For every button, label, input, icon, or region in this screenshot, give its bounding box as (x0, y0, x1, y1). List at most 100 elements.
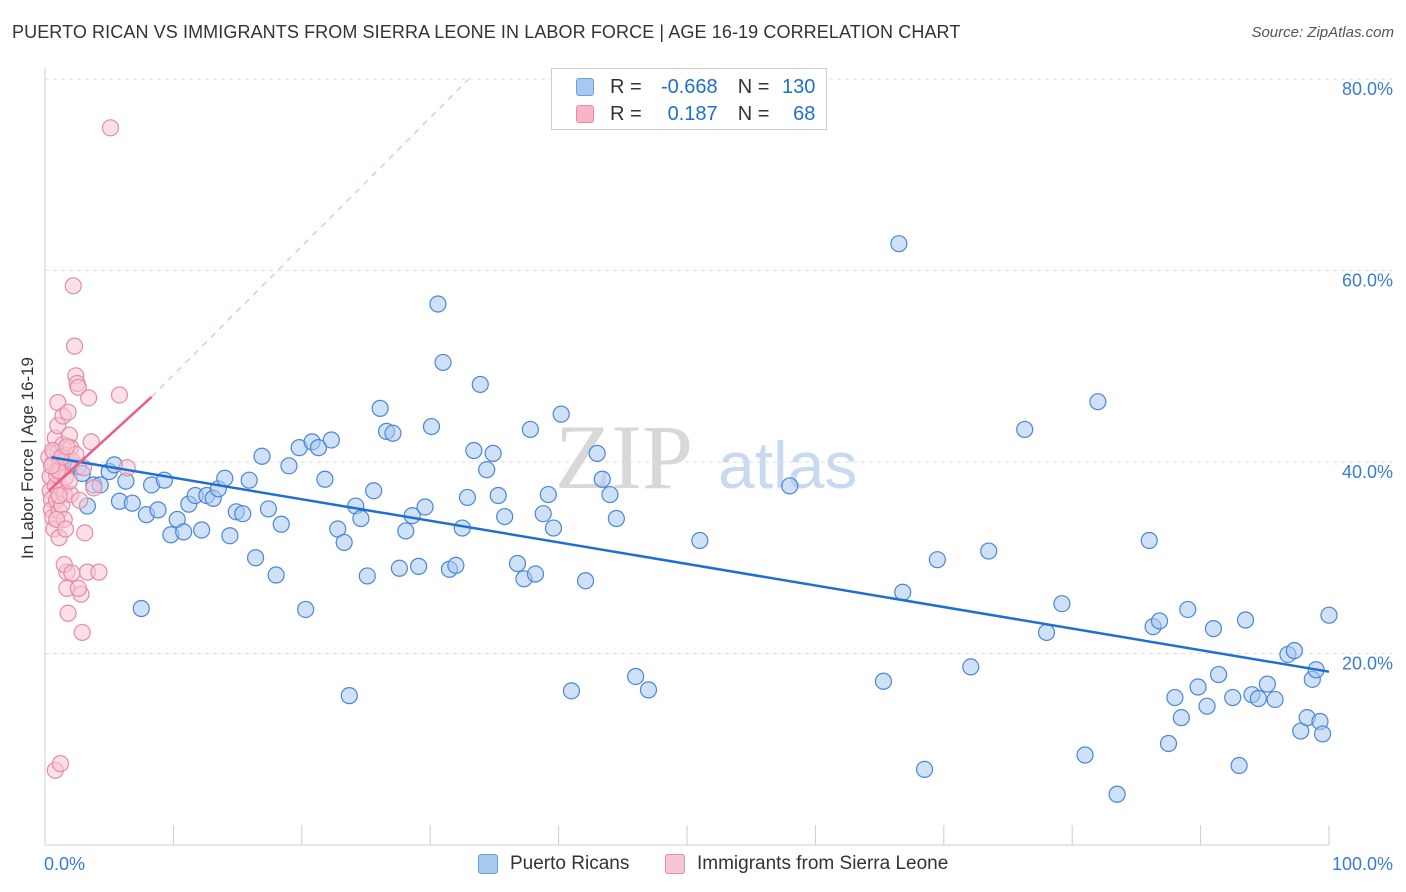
sierra-leone-point (69, 378, 87, 396)
puerto-rican-trend-line (51, 455, 1330, 673)
legend-r-label: R = (610, 75, 642, 98)
puerto-rican-point (544, 519, 563, 537)
puerto-rican-point (1053, 595, 1071, 613)
puerto-rican-point (272, 515, 290, 533)
puerto-rican-point (1172, 709, 1190, 727)
gridlines (45, 78, 1392, 654)
puerto-rican-point (1313, 725, 1332, 743)
trend-lines (48, 78, 1330, 673)
puerto-rican-point (149, 501, 167, 519)
sierra-leone-point (59, 604, 77, 622)
puerto-rican-point (1179, 600, 1197, 619)
sierra-leone-point (82, 433, 100, 451)
puerto-rican-point (607, 509, 625, 528)
puerto-rican-point (915, 760, 934, 778)
puerto-rican-point (397, 522, 415, 540)
sierra-leone-trend-line (48, 395, 153, 492)
watermark: ZIP atlas (555, 406, 857, 508)
legend-r-value: 0.187 (667, 102, 718, 125)
puerto-rican-point (1285, 642, 1303, 660)
puerto-rican-point (447, 556, 465, 575)
tick-labels: 20.0% 40.0% 60.0% 80.0% 0.0% 100.0% (44, 79, 1393, 874)
puerto-rican-point (508, 554, 527, 573)
puerto-rican-point (1198, 697, 1216, 715)
legend-row-puerto-ricans: R = -0.668 N = 130 (576, 74, 815, 100)
puerto-rican-point (358, 567, 376, 585)
legend-swatch-puerto-ricans (576, 78, 594, 96)
legend-r-label: R = (610, 102, 642, 125)
puerto-rican-point (1224, 688, 1242, 707)
puerto-rican-point (1249, 689, 1267, 708)
puerto-rican-point (280, 457, 298, 475)
puerto-rican-point (316, 470, 334, 488)
sierra-leone-point (85, 479, 103, 497)
puerto-rican-point (1089, 393, 1107, 411)
puerto-rican-point (691, 531, 709, 550)
puerto-rican-point (484, 444, 502, 462)
puerto-rican-point (309, 439, 328, 457)
sierra-leone-point (69, 579, 87, 597)
sierra-leone-point (101, 119, 120, 137)
puerto-rican-point (874, 672, 893, 690)
puerto-rican-point (465, 441, 483, 460)
sierra-leone-point (59, 403, 77, 421)
puerto-rican-point (1150, 612, 1169, 630)
legend-n-label: N = (737, 102, 770, 125)
puerto-rican-point (539, 485, 557, 504)
sierra-leone-point (56, 520, 75, 538)
puerto-rican-point (489, 486, 507, 505)
sierra-leone-point (110, 386, 129, 404)
sierra-leone-point (58, 438, 76, 456)
puerto-rican-point (1108, 785, 1126, 803)
puerto-rican-point (534, 505, 552, 523)
sierra-leone-trend-extrapolation (151, 78, 470, 398)
legend-n-value: 68 (793, 102, 816, 125)
puerto-rican-point (416, 498, 434, 516)
puerto-rican-point (1204, 620, 1223, 638)
sierra-leone-point (65, 337, 84, 355)
puerto-rican-point (297, 600, 315, 619)
puerto-rican-point (365, 482, 383, 500)
puerto-rican-point (562, 682, 581, 700)
puerto-rican-point (526, 565, 545, 583)
puerto-rican-point (240, 471, 258, 489)
sierra-leone-point (50, 486, 68, 505)
puerto-rican-point (1320, 606, 1338, 624)
puerto-rican-point (1266, 690, 1284, 709)
x-tick-label-max: 100.0% (1332, 854, 1393, 874)
puerto-rican-point (253, 447, 271, 465)
puerto-rican-point (422, 417, 441, 436)
puerto-rican-point (434, 353, 452, 372)
puerto-rican-point (132, 599, 150, 618)
chart-title: PUERTO RICAN VS IMMIGRANTS FROM SIERRA L… (12, 22, 961, 42)
puerto-rican-point (1189, 678, 1207, 696)
legend-n-value: 130 (782, 75, 816, 98)
puerto-rican-point (335, 533, 353, 552)
legend-n-label: N = (737, 75, 770, 98)
puerto-rican-point (1166, 688, 1184, 707)
puerto-rican-point (601, 485, 619, 504)
puerto-rican-point (1140, 531, 1158, 550)
puerto-rican-point (259, 500, 278, 518)
sierra-leone-point (90, 563, 108, 581)
puerto-rican-point (193, 521, 211, 539)
puerto-rican-point (234, 505, 252, 523)
puerto-rican-point (429, 295, 447, 313)
puerto-rican-point (928, 551, 946, 569)
puerto-rican-point (1258, 675, 1276, 693)
bottom-legend-sierra-leone: Immigrants from Sierra Leone (665, 851, 948, 877)
puerto-rican-point (390, 559, 408, 577)
x-tick-label-min: 0.0% (44, 854, 85, 874)
puerto-rican-point (471, 375, 489, 394)
sierra-leone-point (80, 389, 98, 407)
puerto-rican-point (639, 681, 658, 699)
data-points (40, 119, 1338, 803)
puerto-rican-point (458, 488, 477, 507)
puerto-rican-point (410, 557, 428, 575)
source-credit: Source: ZipAtlas.com (1251, 24, 1394, 41)
puerto-rican-point (221, 527, 239, 545)
puerto-rican-point (175, 523, 193, 541)
puerto-rican-point (371, 399, 389, 417)
puerto-rican-point (1236, 611, 1255, 629)
